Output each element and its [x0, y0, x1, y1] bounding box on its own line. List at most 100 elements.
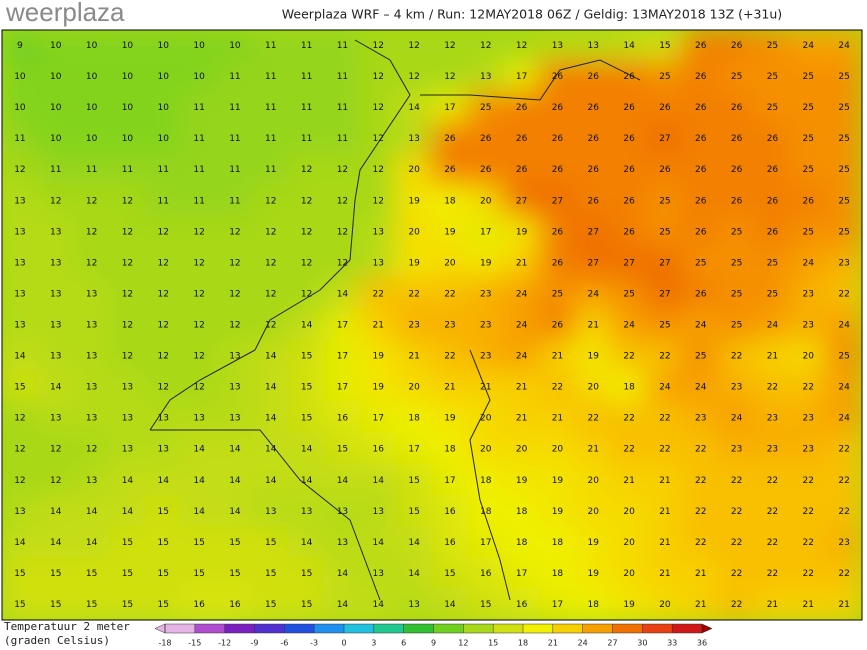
temperature-cell	[108, 463, 147, 497]
temperature-cell	[2, 370, 39, 404]
temperature-cell	[287, 30, 326, 63]
temperature-cell	[610, 184, 648, 218]
temperature-value: 25	[803, 227, 814, 237]
temperature-cell	[251, 184, 290, 218]
temperature-value: 21	[516, 258, 527, 268]
temperature-value: 12	[265, 196, 276, 206]
temperature-value: 11	[122, 165, 133, 175]
temperature-value: 20	[659, 600, 671, 610]
temperature-cell	[251, 401, 290, 435]
temperature-value: 17	[552, 600, 563, 610]
temperature-cell	[251, 246, 290, 280]
temperature-value: 9	[17, 41, 23, 51]
temperature-cell	[681, 30, 720, 63]
temperature-value: 24	[516, 352, 528, 362]
temperature-cell	[287, 587, 326, 620]
temperature-cell	[431, 339, 469, 373]
temperature-value: 25	[767, 41, 778, 51]
colorbar-tick-label: 33	[667, 639, 677, 648]
temperature-value: 21	[623, 476, 634, 486]
temperature-value: 26	[767, 165, 779, 175]
temperature-value: 12	[373, 72, 384, 82]
temperature-cell	[825, 370, 862, 404]
temperature-value: 15	[301, 414, 312, 424]
temperature-value: 23	[838, 538, 849, 548]
temperature-value: 11	[337, 41, 348, 51]
temperature-cell	[395, 122, 433, 156]
temperature-cell	[574, 370, 613, 404]
temperature-value: 26	[623, 196, 635, 206]
temperature-value: 11	[265, 41, 276, 51]
temperature-field	[2, 30, 862, 620]
temperature-value: 12	[301, 165, 312, 175]
temperature-cell	[108, 91, 147, 125]
temperature-cell	[538, 215, 577, 249]
temperature-value: 14	[122, 507, 134, 517]
temperature-cell	[36, 91, 75, 125]
temperature-value: 15	[480, 600, 491, 610]
temperature-cell	[108, 30, 147, 63]
temperature-value: 14	[301, 445, 313, 455]
temperature-value: 12	[229, 289, 240, 299]
temperature-cell	[789, 587, 828, 620]
temperature-cell	[287, 401, 326, 435]
colorbar-tick-label: -15	[188, 639, 201, 648]
map-border	[1, 29, 863, 621]
temperature-cell	[538, 308, 577, 342]
temperature-value: 10	[122, 72, 134, 82]
temperature-cell	[395, 153, 433, 187]
temperature-cell	[431, 277, 469, 311]
temperature-value: 19	[408, 258, 420, 268]
temperature-value: 15	[301, 352, 312, 362]
temperature-value: 21	[480, 383, 491, 393]
temperature-cell	[323, 91, 362, 125]
temperature-cell	[323, 494, 362, 528]
temperature-cell	[395, 277, 433, 311]
temperature-cell	[538, 463, 577, 497]
temperature-value: 15	[86, 600, 97, 610]
temperature-cell	[789, 122, 828, 156]
temperature-value: 12	[373, 103, 384, 113]
temperature-cell	[144, 432, 183, 466]
temperature-cell	[216, 184, 254, 218]
temperature-value: 24	[659, 383, 671, 393]
temperature-value: 13	[193, 414, 204, 424]
temperature-value: 25	[803, 72, 814, 82]
temperature-cell	[2, 60, 39, 94]
temperature-cell	[466, 30, 505, 63]
temperature-value: 11	[229, 196, 240, 206]
temperature-value: 17	[408, 445, 419, 455]
temperature-value: 12	[86, 227, 97, 237]
temperature-value: 22	[659, 414, 670, 424]
temperature-cell	[825, 277, 862, 311]
temperature-value: 14	[193, 507, 205, 517]
temperature-value: 22	[803, 383, 814, 393]
temperature-cell	[681, 370, 720, 404]
temperature-value: 26	[552, 165, 564, 175]
temperature-cell	[538, 494, 577, 528]
temperature-cell	[717, 184, 756, 218]
temperature-cell	[646, 463, 684, 497]
temperature-cell	[323, 463, 362, 497]
temperature-value: 12	[50, 445, 61, 455]
temperature-value: 26	[552, 227, 564, 237]
temperature-cell	[646, 91, 684, 125]
temperature-cell	[395, 308, 433, 342]
temperature-cell	[681, 308, 720, 342]
temperature-cell	[466, 215, 505, 249]
temperature-value: 20	[480, 414, 492, 424]
temperature-value: 24	[803, 258, 815, 268]
temperature-cell	[72, 60, 111, 94]
temperature-value: 23	[444, 321, 455, 331]
temperature-value: 13	[50, 227, 61, 237]
temperature-value: 12	[265, 227, 276, 237]
temperature-value: 15	[229, 569, 240, 579]
temperature-value: 15	[265, 569, 276, 579]
temperature-cell	[502, 432, 541, 466]
temperature-value: 26	[516, 134, 528, 144]
temperature-value: 22	[803, 569, 814, 579]
temperature-cell	[36, 370, 75, 404]
temperature-value: 19	[444, 414, 456, 424]
temperature-value: 27	[623, 258, 634, 268]
